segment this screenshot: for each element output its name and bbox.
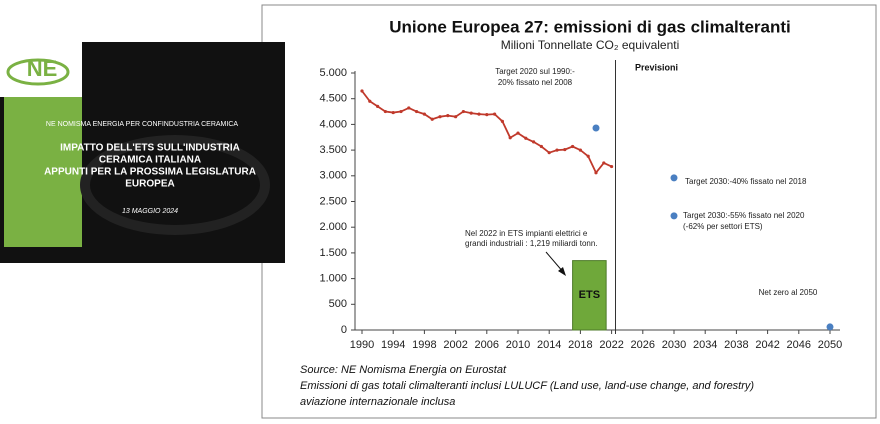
y-tick-label: 1.500 (319, 247, 347, 259)
chart-title: Unione Europea 27: emissioni di gas clim… (389, 17, 791, 36)
line-marker (524, 136, 528, 140)
x-tick-label: 2050 (818, 339, 842, 351)
line-marker (422, 112, 426, 116)
x-tick-label: 2018 (568, 339, 592, 351)
slide-green-band (4, 97, 82, 247)
forecast-label: Previsioni (635, 62, 678, 72)
y-tick-label: 2.000 (319, 221, 347, 233)
y-tick-label: 3.000 (319, 170, 347, 182)
chart-subtitle: Milioni Tonnellate CO₂ equivalenti (501, 38, 680, 52)
slide-header: NE NOMISMA ENERGIA PER CONFINDUSTRIA CER… (46, 121, 238, 128)
line-marker (571, 144, 575, 149)
chart-frame (261, 4, 877, 419)
line-marker (383, 109, 387, 114)
line-marker (461, 109, 465, 114)
line-marker (415, 109, 419, 114)
x-tick-label: 2022 (599, 339, 623, 351)
y-tick-label: 3.500 (319, 144, 347, 156)
y-tick-label: 4.000 (319, 118, 347, 130)
bar-note: Nel 2022 in ETS impianti elettrici e (465, 229, 588, 238)
slide-date: 13 MAGGIO 2024 (122, 208, 178, 215)
line-marker (610, 164, 614, 169)
line-marker (493, 112, 497, 116)
bar (572, 260, 607, 331)
line-marker (430, 117, 434, 121)
line-marker (594, 171, 598, 175)
x-tick-label: 2030 (662, 339, 686, 351)
slide-logo: NE (27, 56, 58, 81)
target-label: Target 2030:-40% fissato nel 2018 (685, 177, 807, 186)
slide-title-line: EUROPEA (125, 179, 174, 190)
x-tick-label: 2006 (475, 339, 499, 351)
slide-title-line: APPUNTI PER LA PROSSIMA LEGISLATURA (44, 167, 256, 178)
x-tick-label: 1998 (412, 339, 436, 351)
line-marker (563, 147, 567, 152)
x-tick-label: 2042 (755, 339, 779, 351)
y-tick-label: 5.000 (319, 67, 347, 79)
target-point (826, 323, 834, 331)
source-line: aviazione internazionale inclusa (300, 396, 455, 408)
target-point (670, 212, 678, 220)
target-label: Target 2030:-55% fissato nel 2020 (683, 211, 805, 220)
bar-label: ETS (579, 289, 600, 301)
line-marker (547, 151, 551, 155)
line-marker (391, 110, 395, 115)
slide-watermark (80, 135, 270, 235)
source-line: Emissioni di gas totali climalteranti in… (300, 380, 754, 392)
line-marker (586, 154, 590, 158)
target-label: (-62% per settori ETS) (683, 222, 763, 231)
y-tick-label: 2.500 (319, 195, 347, 207)
slide: NE NE NOMISMA ENERGIA PER CONFINDUSTRIA … (0, 42, 285, 263)
target-label: Target 2020 sul 1990:- (495, 67, 575, 76)
y-tick-label: 1.000 (319, 273, 347, 285)
line-marker (508, 136, 512, 140)
line-marker (469, 111, 473, 115)
line-marker (485, 113, 489, 117)
line-marker (407, 106, 411, 110)
x-tick-label: 2014 (537, 339, 561, 351)
note-arrowhead (558, 267, 566, 276)
line-marker (539, 144, 544, 149)
target-label: 20% fissato nel 2008 (498, 78, 573, 87)
line-marker (477, 112, 481, 116)
x-tick-label: 2026 (631, 339, 655, 351)
x-tick-label: 2046 (787, 339, 811, 351)
line-marker (438, 115, 442, 119)
line-marker (602, 161, 606, 165)
logo-swoosh (6, 58, 70, 86)
line-marker (446, 114, 450, 118)
target-point (592, 124, 600, 132)
y-tick-label: 500 (329, 298, 347, 310)
target-point (670, 174, 678, 182)
line-marker (376, 104, 380, 109)
line-marker (360, 89, 364, 93)
line-marker (500, 119, 504, 123)
slide-title-line: CERAMICA ITALIANA (99, 155, 201, 166)
line-marker (399, 109, 403, 114)
x-tick-label: 1990 (350, 339, 374, 351)
line-marker (532, 140, 536, 144)
bar-note: grandi industriali : 1,219 miliardi tonn… (465, 239, 598, 248)
y-tick-label: 4.500 (319, 93, 347, 105)
x-tick-label: 2010 (506, 339, 530, 351)
x-tick-label: 2038 (724, 339, 748, 351)
target-label: Net zero al 2050 (759, 288, 818, 297)
y-tick-label: 0 (341, 324, 347, 336)
x-tick-label: 1994 (381, 339, 405, 351)
line-marker (516, 131, 520, 135)
x-tick-label: 2002 (443, 339, 467, 351)
line-marker (368, 99, 372, 103)
line-marker (578, 148, 583, 152)
x-tick-label: 2034 (693, 339, 717, 351)
line-marker (454, 115, 458, 119)
slide-title-line: IMPATTO DELL'ETS SULL'INDUSTRIA (60, 143, 240, 154)
line-marker (555, 148, 559, 152)
source-line: Source: NE Nomisma Energia on Eurostat (300, 364, 507, 376)
